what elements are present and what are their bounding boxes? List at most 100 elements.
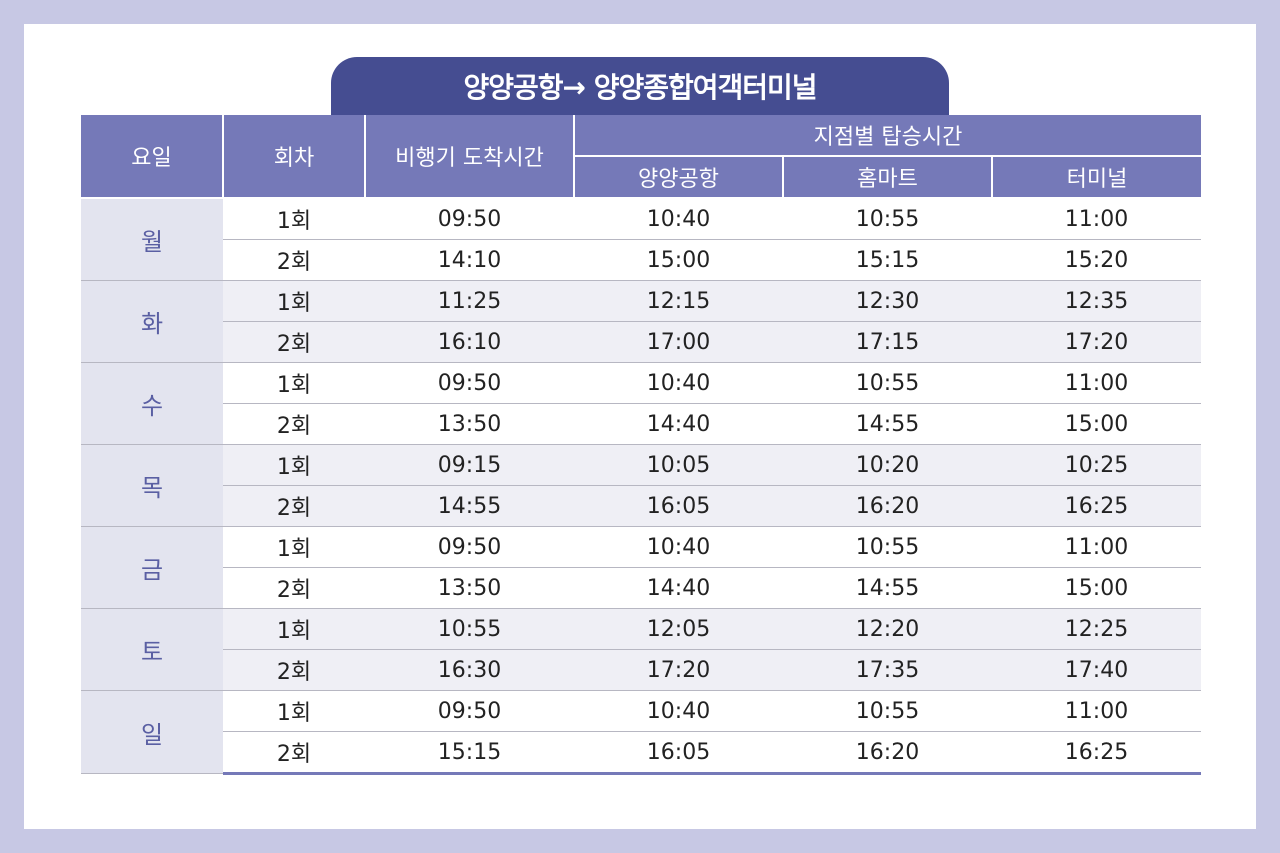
- airport-time-cell: 16:05: [574, 731, 783, 775]
- header-round: 회차: [223, 115, 366, 199]
- timetable-card: 양양공항→ 양양종합여객터미널 요일 회차 비행기 도착시간 지점별 탑승시간 …: [24, 24, 1256, 829]
- airport-time-cell: 12:15: [574, 280, 783, 322]
- header-stop-mart: 홈마트: [783, 156, 993, 199]
- table-row: 일 1회 09:50 10:40 10:55 11:00: [81, 690, 1202, 774]
- round-cell: 1회: [223, 362, 365, 404]
- terminal-time-cell: 11:00: [992, 690, 1202, 732]
- airport-time-cell: 10:05: [574, 444, 783, 486]
- arrival-cell: 16:10: [365, 321, 574, 363]
- day-cell: 화: [81, 280, 223, 363]
- terminal-time-cell: 15:20: [992, 239, 1202, 281]
- timetable-title: 양양공항→ 양양종합여객터미널: [331, 57, 949, 115]
- table-row: 2회 14:10 15:00 15:15 15:20: [81, 239, 1202, 281]
- round-cell: 1회: [223, 444, 365, 486]
- arrival-cell: 14:55: [365, 485, 574, 527]
- round-cell: 1회: [223, 608, 365, 650]
- airport-time-cell: 10:40: [574, 362, 783, 404]
- terminal-time-cell: 10:25: [992, 444, 1202, 486]
- day-cell: 수: [81, 362, 223, 445]
- table-row: 2회 13:50 14:40 14:55 15:00: [81, 567, 1202, 609]
- round-cell: 1회: [223, 690, 365, 732]
- round-cell: 2회: [223, 321, 365, 363]
- arrival-cell: 16:30: [365, 649, 574, 691]
- arrival-cell: 09:50: [365, 690, 574, 732]
- terminal-time-cell: 11:00: [992, 198, 1202, 240]
- mart-time-cell: 12:20: [783, 608, 992, 650]
- terminal-time-cell: 17:20: [992, 321, 1202, 363]
- table-row: 2회 16:10 17:00 17:15 17:20: [81, 321, 1202, 363]
- arrival-cell: 13:50: [365, 403, 574, 445]
- airport-time-cell: 10:40: [574, 526, 783, 568]
- airport-time-cell: 14:40: [574, 567, 783, 609]
- terminal-time-cell: 16:25: [992, 731, 1202, 775]
- table-row: 금 1회 09:50 10:40 10:55 11:00: [81, 526, 1202, 609]
- arrival-cell: 09:15: [365, 444, 574, 486]
- arrival-cell: 11:25: [365, 280, 574, 322]
- table-row: 2회 15:15 16:05 16:20 16:25: [81, 731, 1202, 775]
- arrival-cell: 10:55: [365, 608, 574, 650]
- table-row: 토 1회 10:55 12:05 12:20 12:25: [81, 608, 1202, 691]
- round-cell: 1회: [223, 198, 365, 240]
- airport-time-cell: 17:00: [574, 321, 783, 363]
- header-day: 요일: [81, 115, 224, 199]
- header-boarding-group: 지점별 탑승시간: [574, 115, 1202, 157]
- mart-time-cell: 16:20: [783, 485, 992, 527]
- day-cell: 월: [81, 198, 223, 281]
- table-row: 2회 13:50 14:40 14:55 15:00: [81, 403, 1202, 445]
- terminal-time-cell: 11:00: [992, 526, 1202, 568]
- mart-time-cell: 10:20: [783, 444, 992, 486]
- mart-time-cell: 16:20: [783, 731, 992, 775]
- round-cell: 2회: [223, 649, 365, 691]
- day-cell: 토: [81, 608, 223, 691]
- airport-time-cell: 15:00: [574, 239, 783, 281]
- arrival-cell: 13:50: [365, 567, 574, 609]
- terminal-time-cell: 12:25: [992, 608, 1202, 650]
- terminal-time-cell: 15:00: [992, 403, 1202, 445]
- mart-time-cell: 10:55: [783, 362, 992, 404]
- round-cell: 2회: [223, 567, 365, 609]
- round-cell: 2회: [223, 731, 365, 775]
- arrival-cell: 09:50: [365, 526, 574, 568]
- table-row: 목 1회 09:15 10:05 10:20 10:25: [81, 444, 1202, 527]
- day-cell: 금: [81, 526, 223, 609]
- mart-time-cell: 10:55: [783, 198, 992, 240]
- header-arrival: 비행기 도착시간: [365, 115, 575, 199]
- terminal-time-cell: 17:40: [992, 649, 1202, 691]
- arrival-cell: 14:10: [365, 239, 574, 281]
- mart-time-cell: 10:55: [783, 690, 992, 732]
- timetable: 요일 회차 비행기 도착시간 지점별 탑승시간 양양공항 홈마트 터미널 월 1회…: [81, 115, 1202, 775]
- table-row: 수 1회 09:50 10:40 10:55 11:00: [81, 362, 1202, 445]
- mart-time-cell: 17:35: [783, 649, 992, 691]
- header-stop-terminal: 터미널: [992, 156, 1202, 199]
- arrival-cell: 15:15: [365, 731, 574, 775]
- mart-time-cell: 10:55: [783, 526, 992, 568]
- mart-time-cell: 17:15: [783, 321, 992, 363]
- round-cell: 1회: [223, 280, 365, 322]
- arrival-cell: 09:50: [365, 198, 574, 240]
- day-cell: 목: [81, 444, 223, 527]
- mart-time-cell: 15:15: [783, 239, 992, 281]
- timetable-body: 월 1회 09:50 10:40 10:55 11:00 2회 14:10 15:00 15:15…: [81, 198, 1202, 775]
- airport-time-cell: 17:20: [574, 649, 783, 691]
- airport-time-cell: 14:40: [574, 403, 783, 445]
- table-row: 월 1회 09:50 10:40 10:55 11:00: [81, 198, 1202, 281]
- arrival-cell: 09:50: [365, 362, 574, 404]
- terminal-time-cell: 16:25: [992, 485, 1202, 527]
- airport-time-cell: 12:05: [574, 608, 783, 650]
- airport-time-cell: 10:40: [574, 690, 783, 732]
- table-row: 2회 16:30 17:20 17:35 17:40: [81, 649, 1202, 691]
- airport-time-cell: 10:40: [574, 198, 783, 240]
- mart-time-cell: 12:30: [783, 280, 992, 322]
- mart-time-cell: 14:55: [783, 403, 992, 445]
- airport-time-cell: 16:05: [574, 485, 783, 527]
- terminal-time-cell: 11:00: [992, 362, 1202, 404]
- terminal-time-cell: 15:00: [992, 567, 1202, 609]
- round-cell: 2회: [223, 485, 365, 527]
- round-cell: 2회: [223, 239, 365, 281]
- terminal-time-cell: 12:35: [992, 280, 1202, 322]
- round-cell: 1회: [223, 526, 365, 568]
- day-cell: 일: [81, 690, 223, 774]
- table-row: 2회 14:55 16:05 16:20 16:25: [81, 485, 1202, 527]
- table-row: 화 1회 11:25 12:15 12:30 12:35: [81, 280, 1202, 363]
- header-stop-airport: 양양공항: [574, 156, 784, 199]
